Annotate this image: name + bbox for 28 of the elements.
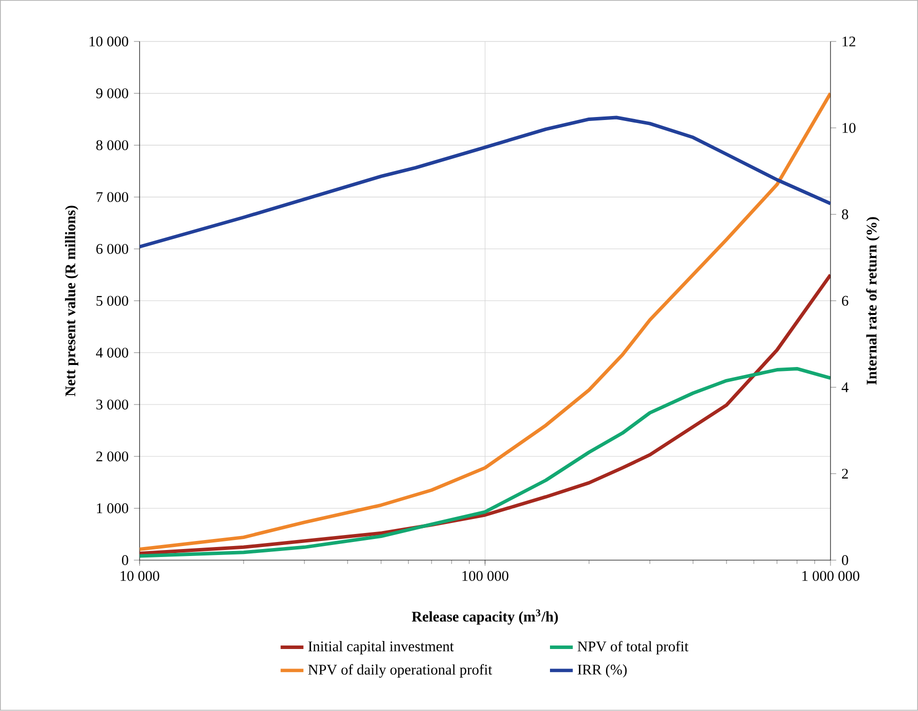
y2-tick-label: 4 xyxy=(842,382,848,392)
y-tick-label: 1 000 xyxy=(97,503,128,514)
y-tick-label: 10 000 xyxy=(90,36,128,47)
y-tick-label: 7 000 xyxy=(96,192,128,202)
legend-label: NPV of daily operational profit xyxy=(308,664,492,678)
y2-tick-label: 8 xyxy=(842,210,848,220)
legend-label: Initial capital investment xyxy=(308,641,454,654)
y-tick-label: 4 000 xyxy=(96,348,128,358)
y-tick-label: 6 000 xyxy=(96,244,128,254)
y2-axis-title: Internal rate of return (%) xyxy=(866,217,880,385)
x-tick-label: 10 000 xyxy=(120,571,160,582)
x-tick-label: 100 000 xyxy=(462,571,508,582)
y-tick-label: 2 000 xyxy=(96,452,128,462)
y-tick-label: 8 000 xyxy=(96,140,128,150)
y2-tick-label: 12 xyxy=(842,36,856,46)
y-tick-label: 3 000 xyxy=(96,400,128,410)
y2-tick-label: 2 xyxy=(842,468,848,479)
legend-label: NPV of total profit xyxy=(578,641,688,655)
y2-tick-label: 0 xyxy=(842,555,848,566)
y-tick-label: 0 xyxy=(122,555,128,566)
x-axis-title: Release capacity (m$^{3}$/h) xyxy=(412,610,558,625)
x-tick-label: 1 000 000 xyxy=(802,571,860,582)
y2-tick-label: 10 xyxy=(842,123,856,133)
legend-label: IRR (%) xyxy=(578,664,627,678)
y-tick-label: 5 000 xyxy=(96,296,128,306)
y-tick-label: 9 000 xyxy=(96,88,128,98)
y2-tick-label: 6 xyxy=(842,296,848,306)
y-axis-title: Nett present value (R millions) xyxy=(65,206,78,396)
